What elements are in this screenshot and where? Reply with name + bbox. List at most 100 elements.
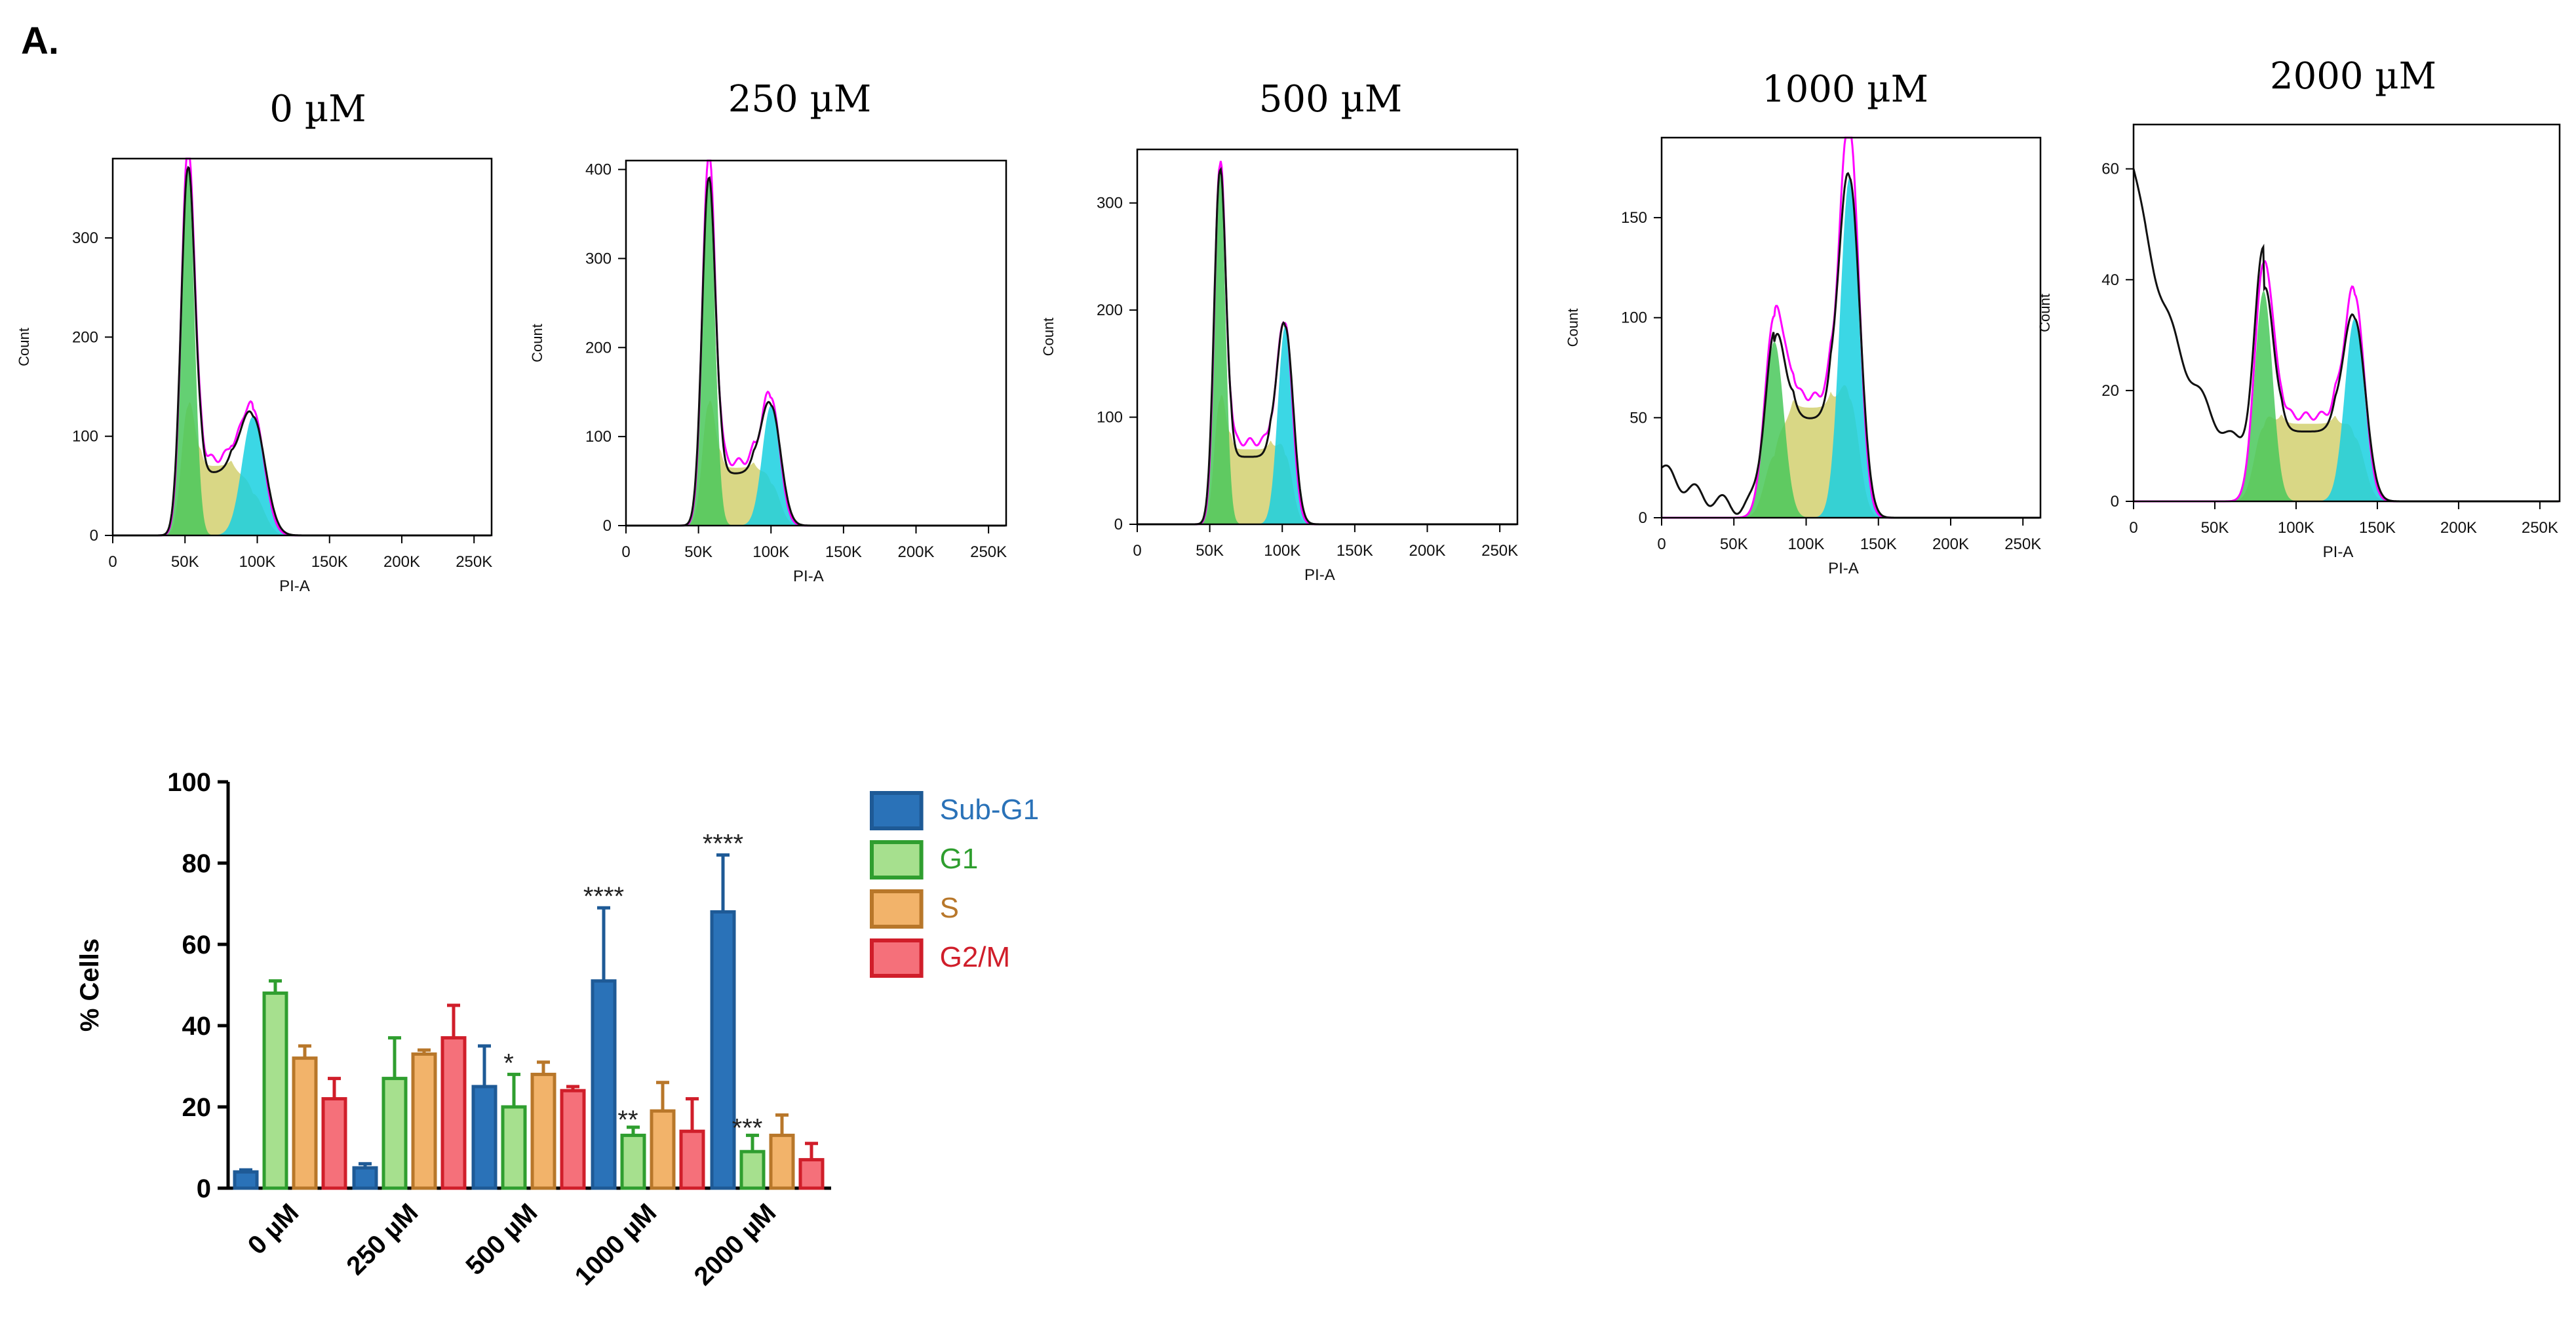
bar-y-tick-label: 40: [182, 1012, 212, 1041]
bar-s: [292, 1056, 318, 1190]
y-tick-label: 0: [1114, 516, 1123, 533]
histogram-title: 2000 µM: [2270, 55, 2436, 98]
bar-sub-g1: [233, 1170, 259, 1190]
x-tick-label: 250K: [2004, 535, 2041, 553]
legend-label: Sub-G1: [940, 794, 1040, 826]
histogram-panel-0: 0 µM 0 50K 100K 150K 200K 250K PI-A 0 100 200 300 Co…: [16, 88, 492, 595]
y-tick-label: 200: [72, 328, 98, 346]
x-tick-label: 0: [2129, 519, 2137, 537]
bar-s: [411, 1052, 437, 1190]
significance-marker: ****: [583, 882, 624, 911]
bar-g1: [381, 1077, 408, 1190]
x-tick-label: 50K: [1720, 535, 1748, 553]
bar-sub-g1: [352, 1166, 378, 1190]
x-tick-label: 250K: [970, 543, 1007, 561]
y-tick-label: 0: [1639, 509, 1647, 527]
x-axis-label: PI-A: [279, 577, 310, 595]
x-tick-label: 100K: [239, 553, 275, 571]
y-tick-label: 400: [585, 161, 612, 179]
legend-swatch: [870, 791, 924, 830]
legend-label: S: [940, 892, 959, 924]
y-tick-label: 300: [72, 229, 98, 247]
x-tick-label: 50K: [171, 553, 199, 571]
bar-g2m: [798, 1158, 825, 1190]
bar-category-label: 250 µM: [341, 1198, 423, 1281]
x-tick-label: 50K: [1196, 542, 1224, 560]
x-tick-label: 200K: [1932, 535, 1969, 553]
y-axis-label: Count: [529, 324, 545, 362]
model-fit-line: [626, 159, 1005, 527]
bar-g1: [501, 1105, 527, 1190]
bar-sub-g1: [710, 910, 736, 1190]
plot-frame: [625, 159, 1007, 527]
x-tick-label: 200K: [383, 553, 420, 571]
x-tick-label: 200K: [1409, 542, 1445, 560]
x-tick-label: 250K: [2522, 519, 2558, 537]
significance-marker: *: [503, 1049, 514, 1077]
y-tick-label: 0: [90, 527, 98, 545]
g2m-phase-area: [2134, 319, 2560, 501]
y-tick-label: 300: [1097, 195, 1123, 212]
x-tick-label: 100K: [1787, 535, 1824, 553]
g2m-phase-area: [626, 405, 1006, 526]
legend-swatch: [870, 840, 924, 879]
legend-swatch: [870, 889, 924, 929]
bar-g1: [620, 1133, 646, 1190]
bar-s: [650, 1109, 676, 1190]
y-tick-label: 300: [585, 250, 612, 267]
x-tick-label: 100K: [752, 543, 789, 561]
y-tick-label: 100: [585, 428, 612, 446]
x-tick-label: 0: [1657, 535, 1666, 553]
y-tick-label: 100: [1621, 309, 1647, 327]
significance-marker: **: [617, 1106, 638, 1134]
histogram-panel-2: 500 µM 0 50K 100K 150K 200K 250K PI-A 0 100 200 300…: [1040, 78, 1519, 584]
x-tick-label: 0: [108, 553, 117, 571]
bar-s: [769, 1133, 795, 1190]
x-tick-label: 150K: [1860, 535, 1897, 553]
bar-y-tick-label: 60: [182, 931, 212, 959]
bar-g1: [739, 1149, 766, 1190]
raw-histogram-line: [626, 176, 1005, 527]
histogram-title: 250 µM: [728, 78, 871, 121]
bar-y-tick-label: 20: [182, 1093, 212, 1122]
x-tick-label: 150K: [2359, 519, 2396, 537]
s-phase-area: [1137, 395, 1517, 524]
x-tick-label: 150K: [311, 553, 348, 571]
bar-g2m: [321, 1097, 347, 1190]
y-tick-label: 40: [2101, 271, 2119, 289]
y-axis-label: Count: [1040, 318, 1057, 357]
model-fit-line: [113, 157, 491, 537]
y-axis-label: Count: [1565, 309, 1581, 347]
s-phase-area: [626, 400, 1006, 526]
bar-y-tick-label: 0: [197, 1174, 211, 1203]
bar-s: [530, 1072, 556, 1190]
x-tick-label: 100K: [2278, 519, 2314, 537]
bar-y-tick-label: 80: [182, 849, 212, 878]
x-tick-label: 50K: [684, 543, 712, 561]
bar-chart: 0 20 40 60 80 100 % Cells 0 µM 250 µM 500 µM 1000 …: [75, 768, 1039, 1291]
x-axis-label: PI-A: [793, 568, 824, 585]
bar-g1: [262, 991, 288, 1190]
x-tick-label: 200K: [897, 543, 934, 561]
y-tick-label: 20: [2101, 382, 2119, 400]
bar-g2m: [440, 1036, 467, 1190]
y-tick-label: 100: [1097, 409, 1123, 427]
bar-y-tick-label: 100: [167, 768, 211, 797]
x-tick-label: 200K: [2440, 519, 2477, 537]
histogram-panel-4: 2000 µM 0 50K 100K 150K 200K 250K PI-A 0 20 40 60 Co…: [2037, 55, 2561, 561]
bar-category-label: 1000 µM: [570, 1198, 663, 1291]
histogram-title: 500 µM: [1259, 78, 1402, 121]
model-fit-line: [1137, 161, 1517, 526]
g2m-phase-area: [113, 416, 492, 535]
g2m-phase-area: [1662, 178, 2040, 518]
s-phase-area: [113, 402, 492, 535]
legend-label: G2/M: [940, 941, 1011, 973]
x-axis-label: PI-A: [1828, 560, 1859, 577]
g1-phase-area: [626, 178, 1006, 526]
x-tick-label: 250K: [1481, 542, 1518, 560]
histogram-title: 1000 µM: [1762, 68, 1928, 111]
plot-frame: [111, 157, 493, 537]
legend-label: G1: [940, 843, 979, 875]
histogram-title: 0 µM: [269, 88, 366, 130]
